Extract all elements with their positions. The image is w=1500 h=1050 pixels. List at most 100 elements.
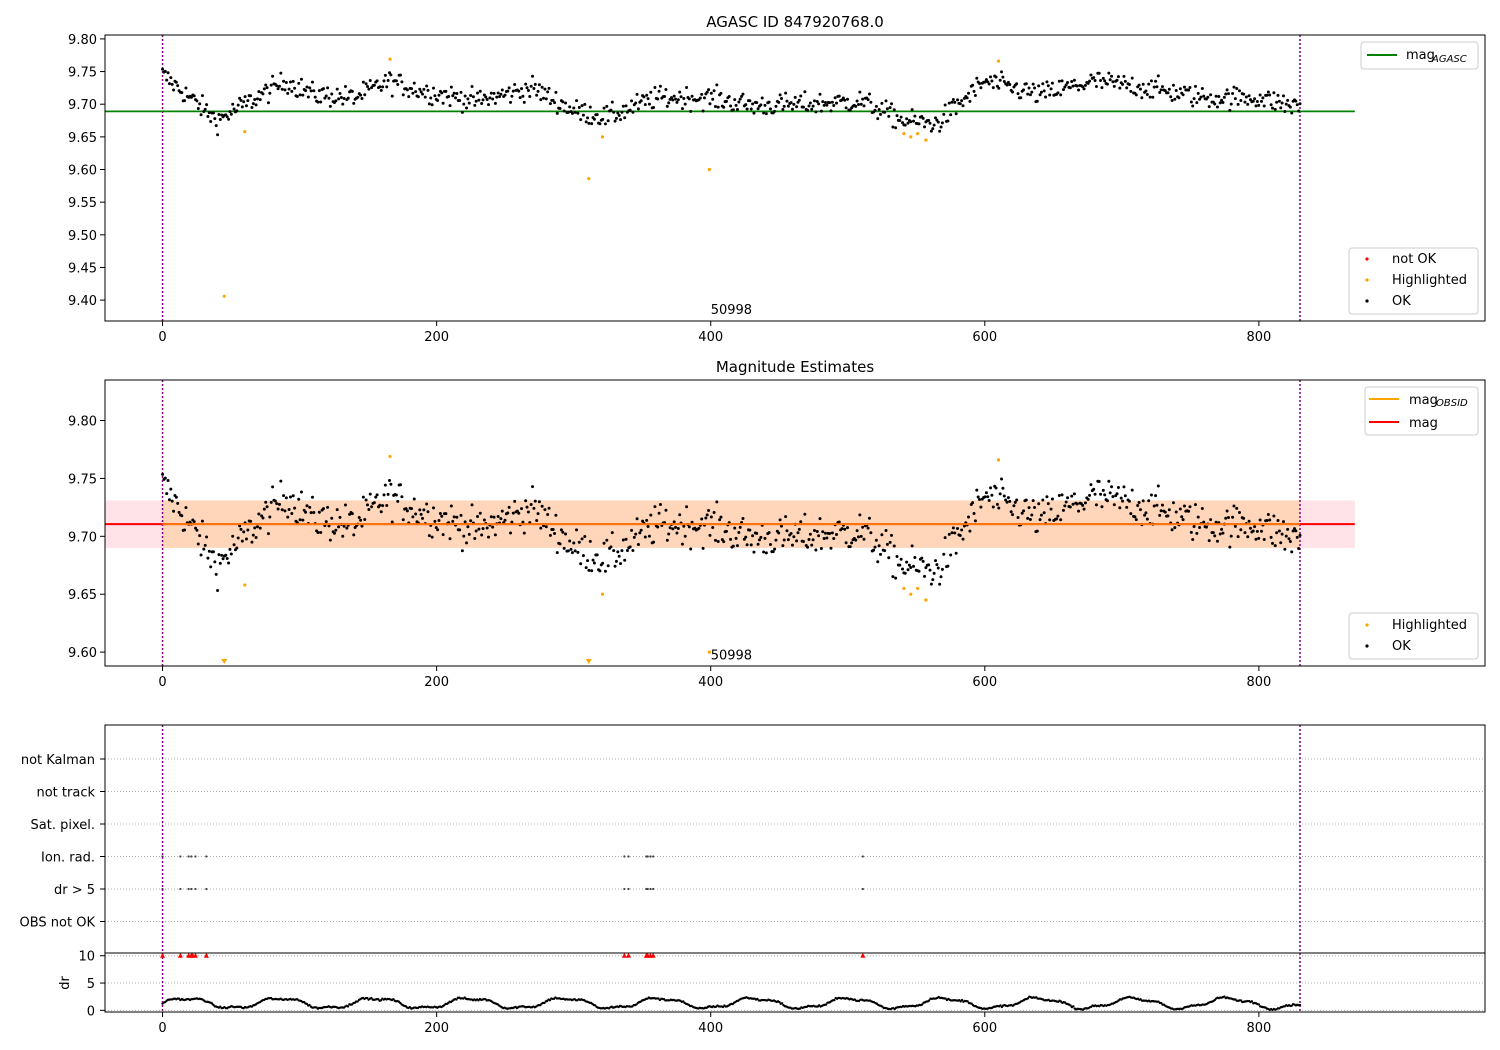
panel1-ok-point-165 [387, 71, 391, 75]
panel1-ok-point-126 [334, 99, 338, 103]
panel2-ok-point-625 [1020, 511, 1024, 515]
panel2-ok-point-246 [499, 517, 503, 521]
panel1-ok-point-28 [199, 113, 203, 117]
panel2-ok-point-286 [554, 513, 558, 517]
panel3-frame [104, 724, 1486, 1013]
panel2-ok-point-5 [167, 498, 171, 502]
panel1-ok-point-775 [1226, 92, 1230, 96]
panel1-ok-point-52 [232, 107, 236, 111]
panel2-ok-point-441 [767, 531, 771, 535]
panel1-ok-point-186 [416, 95, 420, 99]
panel2-ok-point-691 [1111, 495, 1115, 499]
panel2-ok-point-679 [1094, 503, 1098, 507]
panel1-ok-point-57 [239, 98, 243, 102]
panel2-ok-point-266 [526, 510, 530, 514]
panel1-ok-point-336 [623, 116, 627, 120]
panel1-ok-point-399 [709, 91, 713, 95]
panel3-flag-point-4-4 [194, 887, 197, 891]
panel1-ok-point-488 [832, 103, 836, 107]
panel1-ok-point-770 [1220, 98, 1224, 102]
panel3-dr-point-275 [539, 1004, 542, 1007]
panel2-ok-point-488 [832, 537, 836, 541]
panel2-ok-point-454 [785, 529, 789, 533]
panel2-ok-point-31 [203, 543, 207, 547]
panel2-ok-point-223 [467, 532, 471, 536]
panel1-xtick-label-0: 0 [158, 330, 166, 345]
panel1-highlighted-point-4 [600, 135, 605, 139]
panel1-ok-point-663 [1072, 78, 1076, 82]
panel2-ok-point-528 [887, 556, 891, 560]
panel2-ok-point-318 [598, 569, 602, 573]
panel1-ok-point-483 [825, 103, 829, 107]
panel2-ok-point-291 [561, 530, 565, 534]
panel2-ok-point-479 [819, 547, 823, 551]
panel1-ok-point-133 [343, 85, 347, 89]
panel1-ok-point-174 [400, 80, 404, 84]
panel3-dr-ytick-label-1: 5 [87, 977, 95, 992]
panel2-ok-point-604 [991, 505, 995, 509]
panel1-ok-point-330 [614, 116, 618, 120]
panel1-ok-point-715 [1144, 89, 1148, 93]
panel1-ok-point-268 [529, 84, 533, 88]
panel2-ok-point-57 [239, 527, 243, 531]
panel1-ok-point-827 [1298, 102, 1302, 106]
panel1-ok-point-565 [938, 129, 942, 133]
panel1-ok-point-526 [884, 99, 888, 103]
panel1-ok-point-766 [1214, 94, 1218, 98]
panel1-ok-point-373 [674, 97, 678, 101]
panel1-ok-point-487 [830, 100, 834, 104]
panel2-ok-point-148 [364, 498, 368, 502]
panel2-ok-point-751 [1193, 503, 1197, 507]
panel1-ok-point-808 [1272, 91, 1276, 95]
panel2-ok-point-714 [1143, 513, 1147, 517]
panel1-ok-point-640 [1041, 82, 1045, 86]
panel1-ok-point-641 [1042, 89, 1046, 93]
panel2-ok-point-347 [638, 531, 642, 535]
panel2-ok-point-383 [687, 525, 691, 529]
panel2-ok-point-404 [716, 540, 720, 544]
panel1-ok-point-391 [698, 96, 702, 100]
panel1-ok-point-576 [953, 100, 957, 104]
panel1-ok-point-654 [1060, 79, 1064, 83]
panel2-ok-point-378 [680, 542, 684, 546]
panel2-ok-point-540 [903, 571, 907, 575]
panel2-ok-point-632 [1030, 513, 1034, 517]
panel3-dr-point-157 [377, 998, 380, 1001]
panel1-ok-point-201 [437, 93, 441, 97]
panel2-ok-point-344 [634, 532, 638, 536]
panel1-ok-point-27 [198, 102, 202, 106]
panel1-ok-point-797 [1257, 103, 1261, 107]
panel1-ok-point-30 [202, 109, 206, 113]
legend-label-highlighted-2: Highlighted [1392, 618, 1467, 633]
panel2-ok-point-633 [1031, 499, 1035, 503]
panel1-ok-point-376 [678, 90, 682, 94]
panel2-ok-point-583 [962, 524, 966, 528]
panel1-ytick-label-6: 9.70 [68, 98, 97, 113]
panel1-ok-point-477 [817, 102, 821, 106]
panel3-flag-label-3: Ion. rad. [41, 851, 95, 866]
panel2-ok-point-553 [921, 559, 925, 563]
panel1-ok-point-221 [465, 106, 469, 110]
panel2-ok-point-147 [363, 518, 367, 522]
panel1-highlighted-point-2 [388, 57, 392, 61]
panel2-ok-point-740 [1178, 507, 1182, 511]
panel2-ok-point-206 [444, 512, 448, 516]
panel2-ok-point-684 [1101, 488, 1105, 492]
panel2-ok-point-239 [489, 515, 493, 519]
panel2-ok-point-445 [773, 547, 777, 551]
panel2-ok-point-312 [590, 569, 594, 573]
panel2-ok-point-685 [1103, 493, 1107, 497]
panel1-ok-point-4 [166, 71, 170, 75]
panel1-ok-point-307 [583, 102, 587, 106]
panel1-ok-point-653 [1059, 93, 1063, 97]
panel1-ok-point-66 [251, 102, 255, 106]
panel2-ok-point-826 [1297, 546, 1301, 550]
panel2-ok-point-786 [1242, 516, 1246, 520]
panel1-ok-point-595 [979, 86, 983, 90]
panel2-ok-point-46 [224, 553, 228, 557]
panel1-ok-point-457 [789, 101, 793, 105]
panel2-ytick-label-0: 9.60 [68, 646, 97, 661]
panel2-ok-point-803 [1265, 518, 1269, 522]
panel2-ok-point-197 [432, 506, 436, 510]
panel3-flag-point-3-3 [190, 855, 193, 858]
